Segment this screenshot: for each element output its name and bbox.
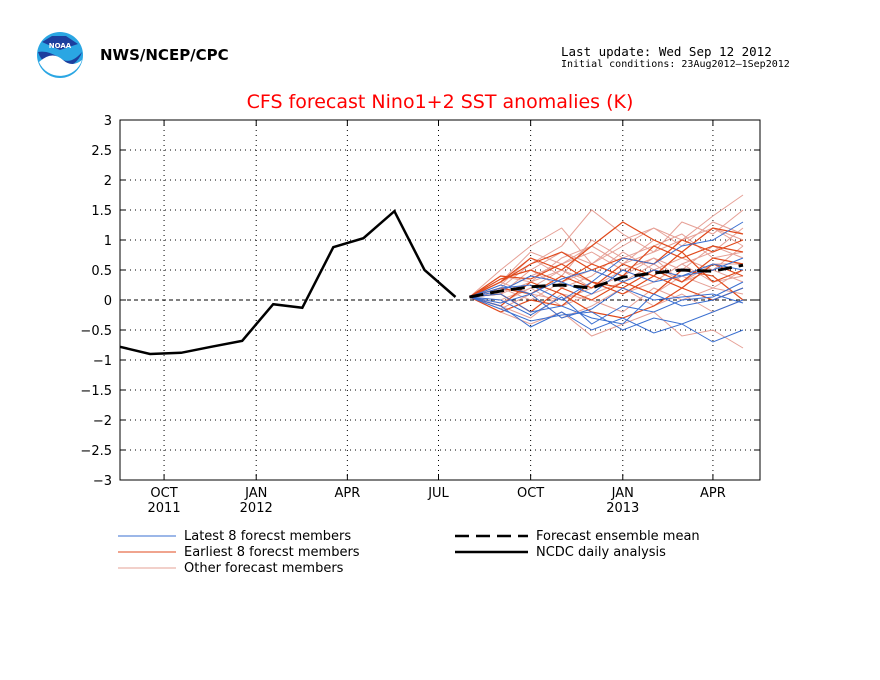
x-tick-label: JAN (611, 486, 634, 501)
other-member-line (469, 209, 744, 298)
initial-conditions-text: Initial conditions: 23Aug2012–1Sep2012 (561, 59, 790, 70)
y-tick-label: −0.5 (80, 324, 112, 339)
x-tick-label: OCT (150, 486, 177, 501)
latest-member-line (469, 221, 744, 301)
x-tick-year-label: 2011 (148, 501, 181, 516)
legend: Latest 8 forecst members Earliest 8 fore… (118, 529, 700, 576)
forecast-ensemble-mean-line (469, 263, 744, 299)
earliest-member-line (469, 221, 744, 298)
y-tick-label: 3 (104, 114, 112, 129)
other-member-line (469, 227, 744, 298)
y-tick-label: −2.5 (80, 444, 112, 459)
y-tick-label: 2.5 (91, 144, 112, 159)
x-tick-label: APR (700, 486, 726, 501)
y-tick-label: 1.5 (91, 204, 112, 219)
y-tick-label: 2 (104, 174, 112, 189)
x-tick-year-label: 2013 (606, 501, 639, 516)
y-tick-label: 0.5 (91, 264, 112, 279)
chart-title: CFS forecast Nino1+2 SST anomalies (K) (247, 91, 634, 113)
x-tick-label: APR (334, 486, 360, 501)
latest-member-line (469, 287, 744, 319)
earliest-member-line (469, 239, 744, 298)
y-tick-label: −1.5 (80, 384, 112, 399)
earliest-member-line (469, 263, 744, 313)
y-tick-label: −3 (93, 474, 112, 489)
y-tick-label: −2 (93, 414, 112, 429)
noaa-logo: NOAA (37, 32, 83, 78)
legend-label-latest: Latest 8 forecst members (184, 529, 351, 544)
grid (120, 120, 760, 480)
latest-member-line (469, 296, 744, 343)
agency-label: NWS/NCEP/CPC (100, 46, 229, 64)
svg-text:NOAA: NOAA (49, 42, 72, 50)
ncdc-daily-analysis-line (119, 209, 457, 356)
latest-member-line (469, 281, 744, 325)
y-tick-label: 1 (104, 234, 112, 249)
legend-label-earliest: Earliest 8 forecst members (184, 545, 360, 560)
y-tick-label: 0 (104, 294, 112, 309)
latest-member-line (469, 296, 744, 331)
y-tick-label: −1 (93, 354, 112, 369)
x-tick-year-label: 2012 (240, 501, 273, 516)
legend-label-analysis: NCDC daily analysis (536, 545, 666, 560)
x-tick-label: OCT (517, 486, 544, 501)
x-tick-label: JUL (427, 486, 449, 501)
last-update-text: Last update: Wed Sep 12 2012 (561, 44, 772, 59)
x-tick-label: JAN (244, 486, 267, 501)
y-axis-ticks: 3 2.5 2 1.5 1 0.5 0 −0.5 −1 −1.5 −2 −2.5 −3 (80, 114, 760, 489)
legend-label-mean: Forecast ensemble mean (536, 529, 700, 544)
legend-label-other: Other forecast members (184, 561, 344, 576)
